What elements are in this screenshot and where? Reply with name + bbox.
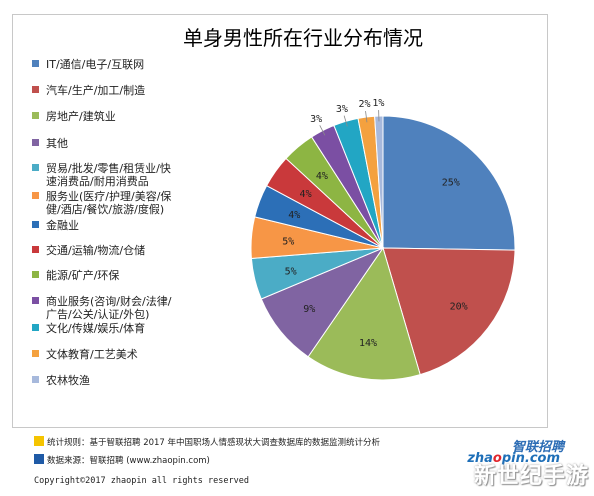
legend-label: 交通/运输/物流/仓储 [46,243,145,257]
pie-data-label: 4% [300,189,312,200]
pie-leader-line [319,125,326,136]
pie-data-label: 14% [359,338,377,349]
pie-data-label: 5% [285,266,297,277]
legend-swatch [32,139,39,146]
legend-label: 能源/矿产/环保 [46,268,119,282]
legend-swatch [32,271,39,278]
pie-slices [250,115,516,381]
watermark: 新世纪手游 [474,464,590,489]
footer-source-text: 数据来源：智联招聘 (www.zhaopin.com) [47,456,210,466]
legend-label: 商业服务(咨询/财会/法律/ [46,294,172,308]
legend-label: 文化/传媒/娱乐/体育 [46,321,145,335]
legend-label: 广告/公关/认证/外包) [46,307,149,321]
pie-leader-line [365,111,368,123]
chart-title: 单身男性所在行业分布情况 [183,26,423,50]
legend-label: 金融业 [46,218,79,232]
legend-swatch [32,86,39,93]
source-bullet-icon [34,454,44,464]
pie-chart: 单身男性所在行业分布情况 25%20%14%9%5%5%4%4%4%3%3% 2%… [32,26,516,387]
legend-label: 文体教育/工艺美术 [46,347,138,361]
legend-swatch [32,246,39,253]
pie-data-label: 3% [336,104,348,115]
legend-label: 农林牧渔 [46,373,90,387]
footer-source: 数据来源：智联招聘 (www.zhaopin.com) [34,454,210,466]
pie-slice [382,247,516,376]
pie-slice [307,246,421,381]
footer-rule-text: 统计规则：基于智联招聘 2017 年中国职场人情感现状大调查数据库的数据监测统计… [47,438,381,448]
pie-data-labels: 25%20%14%9%5%5%4%4%4%3%3% 2% 1% [282,98,467,349]
pie-data-label: 20% [450,302,468,313]
legend-swatch [32,297,39,304]
rule-bullet-icon [34,436,44,446]
legend: IT/通信/电子/互联网汽车/生产/加工/制造房地产/建筑业其他贸易/批发/零售… [32,58,172,387]
legend-label: 服务业(医疗/护理/美容/保 [46,189,171,203]
chart-frame: 单身男性所在行业分布情况 25% 20% 14% 9% 5% 5% 4% 4% 4% 3% 3% 2%… [12,14,548,428]
pie-leader-line [343,115,348,127]
footer-copyright: Copyright©2017 zhaopin all rights reserv… [34,476,249,486]
pie-data-label: 4% [288,210,300,221]
legend-swatch [32,60,39,67]
legend-swatch [32,164,39,171]
legend-label: 汽车/生产/加工/制造 [46,83,145,97]
zhaopin-logo: 智联招聘 zhaopin.com [467,436,564,472]
logo-cn-text: 智联招聘 [511,440,564,455]
legend-label: 健/酒店/餐饮/旅游/度假) [46,202,164,216]
legend-swatch [32,192,39,199]
pie-data-label: 25% [442,177,460,188]
pie-data-label: 9% [303,304,315,315]
pie-data-label: 2% [358,99,370,110]
legend-swatch [32,324,39,331]
legend-swatch [32,221,39,228]
legend-swatch [32,112,39,119]
legend-label: 其他 [46,137,68,150]
pie-slice [382,115,516,251]
pie-data-label: 5% [282,236,294,247]
legend-swatch [32,376,39,383]
pie-data-label: 4% [316,171,328,182]
footer-rule: 统计规则：基于智联招聘 2017 年中国职场人情感现状大调查数据库的数据监测统计… [34,436,380,448]
legend-label: 房地产/建筑业 [46,109,116,123]
legend-label: IT/通信/电子/互联网 [46,58,144,71]
legend-swatch [32,350,39,357]
logo-en-text: zhaopin.com [467,451,560,466]
legend-label: 速消费品/耐用消费品 [46,174,149,188]
pie-data-label: 1% [372,98,384,109]
legend-label: 贸易/批发/零售/租赁业/快 [46,161,171,175]
pie-data-label: 3% [310,114,322,125]
